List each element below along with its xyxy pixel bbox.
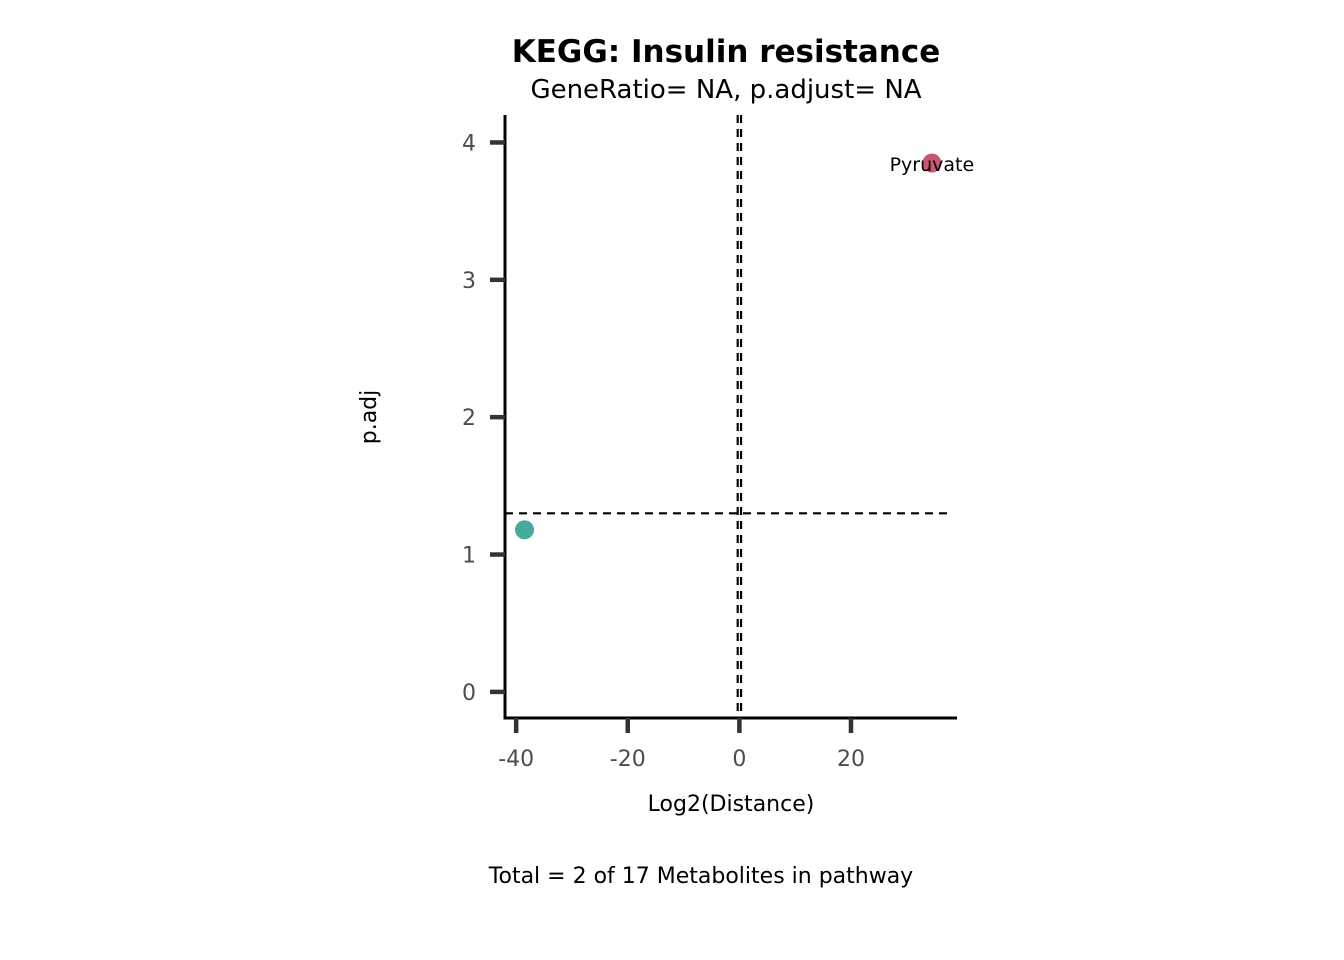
point-label: Pyruvate xyxy=(890,154,975,176)
y-tick-label: 4 xyxy=(462,131,476,156)
chart-title: KEGG: Insulin resistance xyxy=(512,34,941,70)
y-tick-label: 3 xyxy=(462,269,476,294)
reference-lines xyxy=(505,115,949,718)
x-tick-label: 20 xyxy=(837,747,865,772)
data-points: Pyruvate xyxy=(515,153,975,540)
axes xyxy=(503,115,957,720)
x-tick-label: -20 xyxy=(610,747,646,772)
y-tick-label: 2 xyxy=(462,406,476,431)
x-tick-label: -40 xyxy=(498,747,534,772)
y-axis-title: p.adj xyxy=(357,390,382,445)
chart-subtitle: GeneRatio= NA, p.adjust= NA xyxy=(530,75,921,105)
data-point xyxy=(515,520,535,540)
y-tick-label: 0 xyxy=(462,681,476,706)
chart-caption: Total = 2 of 17 Metabolites in pathway xyxy=(488,864,913,889)
y-axis-ticks: 0 1 2 3 4 xyxy=(462,131,505,706)
x-axis-ticks: -40 -20 0 20 xyxy=(498,718,865,772)
x-tick-label: 0 xyxy=(732,747,746,772)
x-axis-title: Log2(Distance) xyxy=(648,792,815,817)
y-tick-label: 1 xyxy=(462,544,476,569)
data-point xyxy=(922,153,942,173)
